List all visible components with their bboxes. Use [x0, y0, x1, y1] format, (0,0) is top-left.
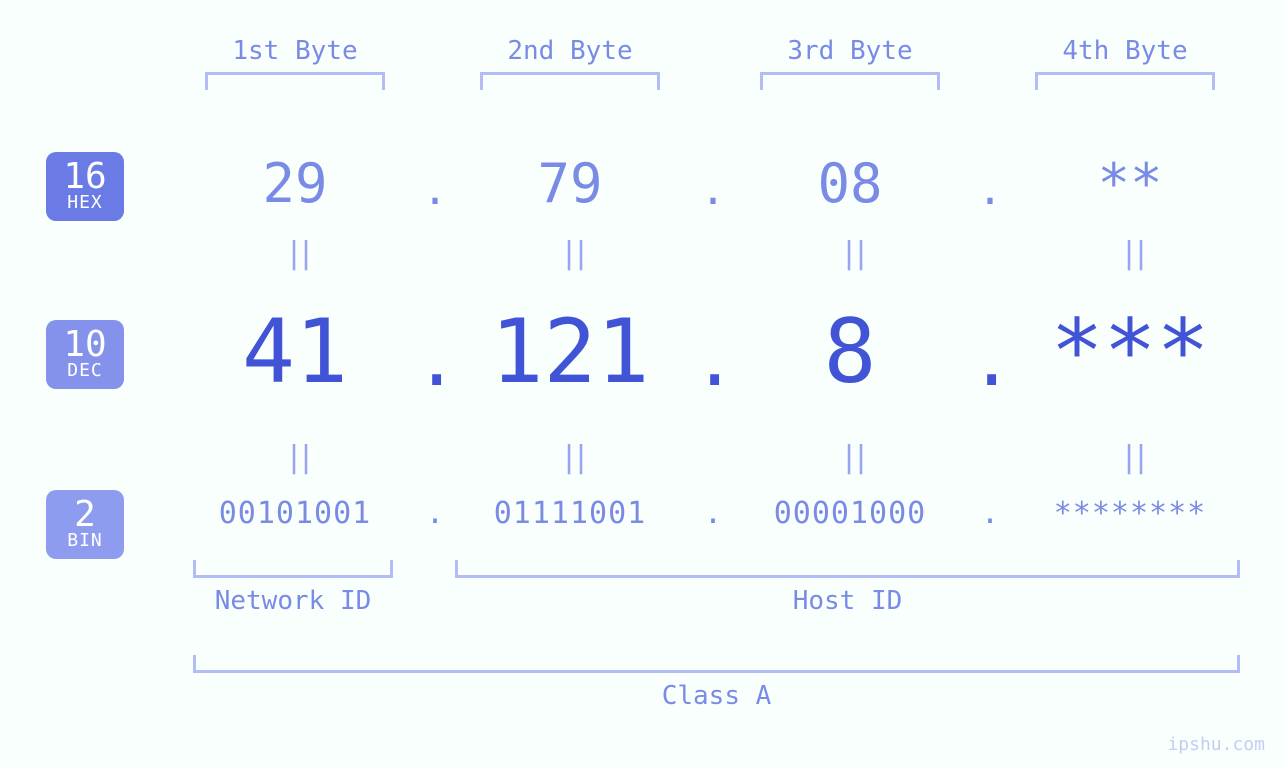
bin-dot-3: .: [975, 496, 1005, 531]
eq-1-1: ||: [285, 236, 309, 271]
badge-hex-abbr: HEX: [46, 194, 124, 213]
bin-byte-1: 00101001: [175, 496, 415, 531]
bracket-top-1: [205, 72, 385, 90]
eq-1-2: ||: [560, 236, 584, 271]
base-badge-dec: 10 DEC: [46, 320, 124, 389]
bin-dot-1: .: [420, 496, 450, 531]
hex-dot-1: .: [420, 165, 450, 214]
dec-dot-1: .: [415, 318, 445, 402]
dec-byte-2: 121: [460, 300, 680, 403]
hex-byte-4: **: [1020, 152, 1240, 215]
bin-dot-2: .: [698, 496, 728, 531]
host-id-label: Host ID: [455, 586, 1240, 616]
hex-byte-2: 79: [460, 152, 680, 215]
bracket-class: [193, 655, 1240, 673]
base-badge-bin: 2 BIN: [46, 490, 124, 559]
bracket-host-id: [455, 560, 1240, 578]
eq-2-2: ||: [560, 440, 584, 475]
badge-hex-num: 16: [46, 158, 124, 196]
hex-dot-2: .: [698, 165, 728, 214]
dec-dot-3: .: [970, 318, 1000, 402]
network-id-label: Network ID: [193, 586, 393, 616]
badge-dec-num: 10: [46, 326, 124, 364]
bin-byte-3: 00001000: [730, 496, 970, 531]
dec-byte-3: 8: [740, 300, 960, 403]
byte-label-2: 2nd Byte: [480, 36, 660, 66]
class-label: Class A: [193, 681, 1240, 711]
eq-2-4: ||: [1120, 440, 1144, 475]
hex-byte-3: 08: [740, 152, 960, 215]
watermark: ipshu.com: [1167, 734, 1265, 755]
hex-byte-1: 29: [185, 152, 405, 215]
byte-label-1: 1st Byte: [205, 36, 385, 66]
base-badge-hex: 16 HEX: [46, 152, 124, 221]
bin-byte-4: ********: [1010, 496, 1250, 531]
byte-label-4: 4th Byte: [1035, 36, 1215, 66]
bracket-top-3: [760, 72, 940, 90]
byte-col-3: 3rd Byte: [760, 36, 940, 90]
badge-bin-abbr: BIN: [46, 532, 124, 551]
eq-1-4: ||: [1120, 236, 1144, 271]
dec-dot-2: .: [693, 318, 723, 402]
hex-dot-3: .: [975, 165, 1005, 214]
badge-bin-num: 2: [46, 496, 124, 534]
bracket-network-id: [193, 560, 393, 578]
eq-2-1: ||: [285, 440, 309, 475]
badge-dec-abbr: DEC: [46, 362, 124, 381]
bracket-top-2: [480, 72, 660, 90]
dec-byte-4: ***: [1020, 300, 1240, 403]
eq-1-3: ||: [840, 236, 864, 271]
bracket-top-4: [1035, 72, 1215, 90]
byte-col-4: 4th Byte: [1035, 36, 1215, 90]
bin-byte-2: 01111001: [450, 496, 690, 531]
eq-2-3: ||: [840, 440, 864, 475]
byte-col-1: 1st Byte: [205, 36, 385, 90]
byte-col-2: 2nd Byte: [480, 36, 660, 90]
byte-label-3: 3rd Byte: [760, 36, 940, 66]
dec-byte-1: 41: [185, 300, 405, 403]
